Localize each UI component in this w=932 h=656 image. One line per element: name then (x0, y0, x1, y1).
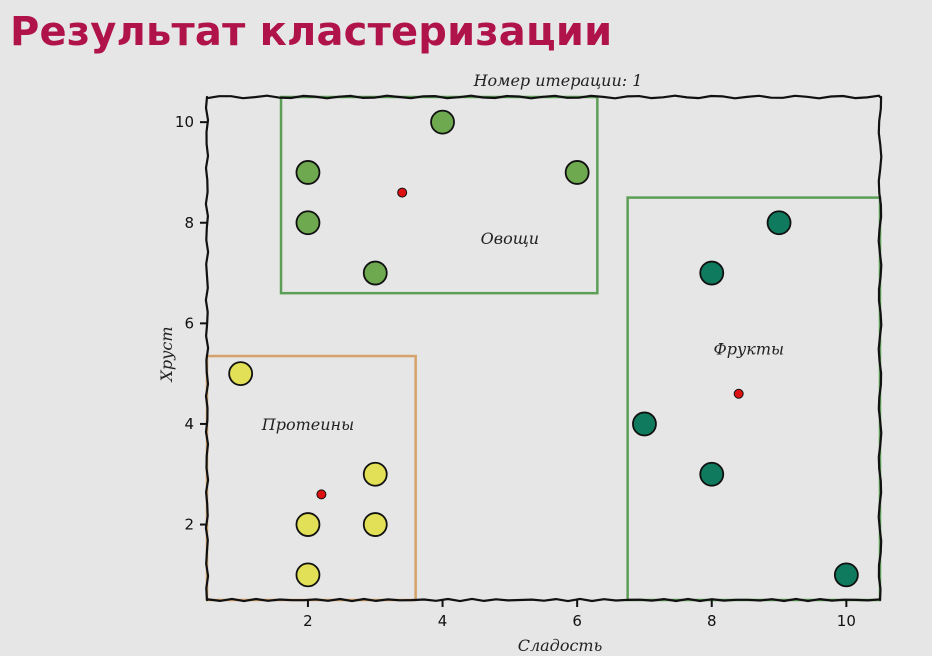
data-point-0-0 (430, 109, 455, 135)
y-axis-label: Хруст (157, 326, 176, 383)
data-point-1-4 (295, 562, 321, 588)
y-tick-label-3: 8 (184, 214, 194, 232)
axes: 2 4 6 8 10 2 4 6 8 10 (175, 113, 856, 630)
cluster-label-0: Овощи (481, 229, 539, 248)
x-axis-label: Сладость (518, 636, 603, 655)
data-point-0-3 (295, 210, 321, 236)
data-point-1-0 (228, 361, 254, 387)
data-point-2-1 (699, 260, 725, 286)
centroid-1 (316, 489, 327, 500)
data-point-1-3 (362, 512, 388, 537)
centroid-0 (397, 187, 408, 198)
cluster-box-2 (626, 196, 882, 602)
data-points (228, 109, 859, 588)
data-point-2-2 (632, 411, 657, 437)
cluster-label-1: Протеины (261, 415, 354, 434)
data-point-0-4 (362, 260, 388, 286)
x-tick-label-2: 6 (572, 612, 582, 630)
plot-frame (204, 94, 883, 603)
y-tick-label-1: 4 (184, 415, 194, 433)
centroids (316, 187, 744, 500)
data-point-2-3 (699, 461, 725, 487)
y-tick-label-2: 6 (184, 314, 194, 332)
centroid-2 (733, 388, 744, 399)
data-point-2-4 (833, 562, 859, 588)
data-point-2-0 (766, 210, 792, 236)
y-tick-label-0: 2 (184, 516, 194, 534)
plot-frame-border (204, 94, 883, 603)
x-tick-label-1: 4 (438, 612, 448, 630)
cluster-label-2: Фрукты (713, 340, 784, 359)
chart-title: Номер итерации: 1 (473, 71, 643, 90)
data-point-0-1 (295, 160, 321, 185)
x-tick-label-4: 10 (837, 612, 856, 630)
x-tick-label-3: 8 (707, 612, 717, 630)
slide-title: Результат кластеризации (10, 9, 613, 55)
data-point-1-2 (295, 512, 321, 537)
data-point-1-1 (362, 461, 388, 487)
x-tick-label-0: 2 (303, 612, 313, 630)
y-tick-label-4: 10 (175, 113, 194, 131)
data-point-0-2 (564, 160, 590, 185)
cluster-labels: Овощи Протеины Фрукты (261, 229, 784, 434)
